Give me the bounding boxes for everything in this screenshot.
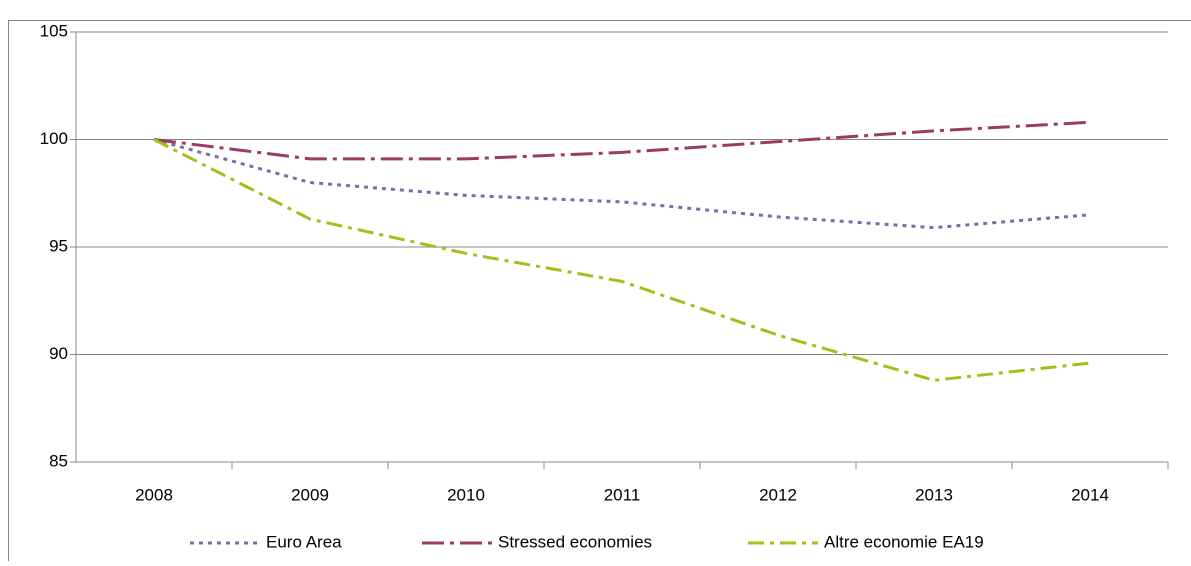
x-tick-label: 2010 [447,485,485,504]
legend-label: Euro Area [266,532,342,551]
y-tick-label: 85 [49,451,68,470]
series-line [153,138,1091,382]
y-tick-label: 105 [40,21,68,40]
series-line [153,120,1091,161]
x-tick-label: 2013 [915,485,953,504]
legend-label: Altre economie EA19 [824,532,984,551]
x-tick-label: 2008 [135,485,173,504]
y-tick-label: 90 [49,344,68,363]
x-tick-label: 2014 [1071,485,1109,504]
y-tick-label: 95 [49,236,68,255]
y-tick-label: 100 [40,129,68,148]
legend-label: Stressed economies [498,532,652,551]
x-tick-label: 2011 [604,485,641,504]
x-tick-label: 2009 [291,485,329,504]
x-tick-label: 2012 [759,485,797,504]
